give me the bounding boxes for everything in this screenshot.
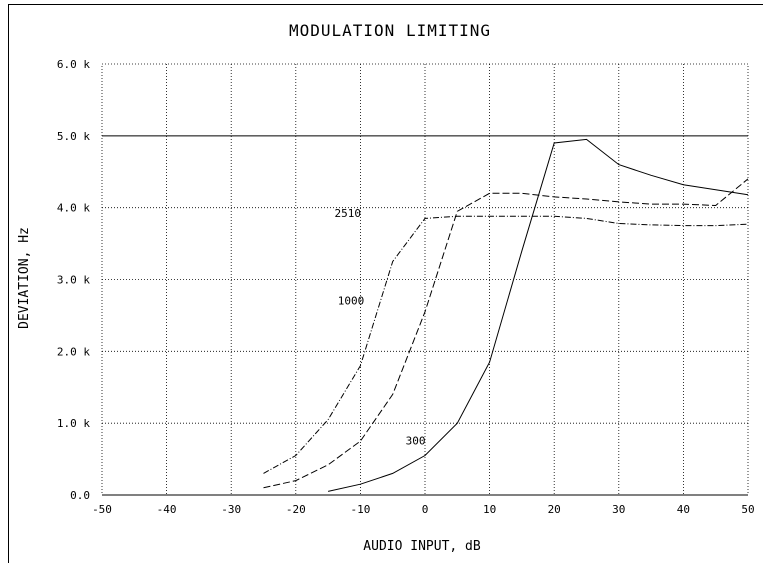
curve-label-2510: 2510: [335, 207, 362, 220]
x-tick-label: -40: [157, 503, 177, 516]
y-tick-label: 4.0 k: [57, 202, 90, 215]
y-axis-label: DEVIATION, Hz: [17, 227, 32, 329]
x-tick-label: -50: [92, 503, 112, 516]
plot-border: [101, 63, 749, 496]
x-axis-label: AUDIO INPUT, dB: [363, 539, 481, 554]
grid: [101, 63, 749, 496]
axes: -50 -40 -30 -20 -10 0 10 20 30 40 50 0.0 1.0 k 2.0 k 3…: [57, 58, 755, 516]
y-tick-label: 5.0 k: [57, 130, 90, 143]
x-tick-label: 30: [612, 503, 625, 516]
series-line-1000: [263, 178, 749, 489]
x-tick-label: -30: [221, 503, 241, 516]
chart-frame: [8, 4, 763, 563]
series-layer: [263, 138, 749, 492]
y-tick-label: 3.0 k: [57, 274, 90, 287]
y-tick-label: 2.0 k: [57, 345, 90, 358]
x-tick-label: 10: [483, 503, 496, 516]
y-tick-label: 6.0 k: [57, 58, 90, 71]
x-tick-label: 50: [741, 503, 754, 516]
series-line-300: [327, 138, 749, 492]
x-tick-label: 0: [422, 503, 429, 516]
chart-title: MODULATION LIMITING: [289, 21, 491, 40]
x-tick-label: 40: [677, 503, 690, 516]
curve-label-1000: 1000: [338, 295, 365, 308]
y-tick-label: 1.0 k: [57, 417, 90, 430]
series-line-2510: [263, 215, 749, 474]
x-tick-label: -10: [350, 503, 370, 516]
curve-labels: 300 1000 2510: [335, 207, 426, 448]
x-tick-label: -20: [286, 503, 306, 516]
x-tick-label: 20: [548, 503, 561, 516]
y-tick-label: 0.0: [70, 489, 90, 502]
curve-label-300: 300: [406, 435, 426, 448]
